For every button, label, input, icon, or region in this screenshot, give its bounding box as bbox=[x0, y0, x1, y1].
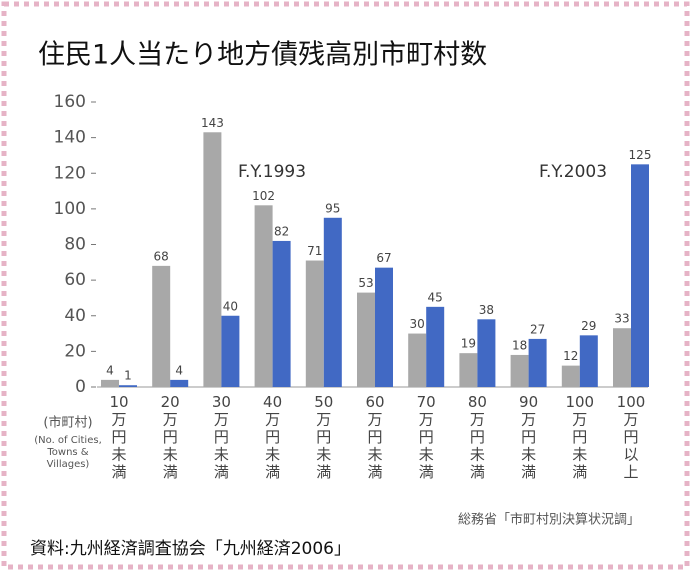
bar bbox=[528, 338, 547, 387]
y-axis-label: (市町村) bbox=[43, 415, 92, 431]
value-label: 29 bbox=[581, 319, 596, 333]
value-label: 68 bbox=[154, 249, 169, 263]
bar bbox=[272, 240, 291, 387]
bar bbox=[323, 217, 342, 387]
value-label: 67 bbox=[376, 251, 391, 265]
source: 総務省「市町村別決算状況調」 bbox=[458, 512, 640, 528]
legend-label: F.Y.1993 bbox=[238, 162, 306, 182]
x-tick-label: 80 万円未満 bbox=[468, 393, 487, 481]
value-label: 38 bbox=[479, 303, 494, 317]
x-tick-label: 90 万円未満 bbox=[519, 393, 538, 481]
y-axis-label-en: Towns & bbox=[46, 447, 88, 458]
x-tick-label: 50 万円未満 bbox=[314, 393, 333, 481]
legend-label: F.Y.2003 bbox=[539, 162, 607, 182]
x-tick-label: 40 万円未満 bbox=[263, 393, 282, 481]
y-tick-label: 120 bbox=[54, 163, 86, 183]
bar bbox=[357, 292, 375, 387]
value-label: 71 bbox=[307, 244, 322, 258]
value-label: 18 bbox=[512, 338, 527, 352]
value-label: 102 bbox=[252, 189, 275, 203]
bar bbox=[477, 319, 496, 387]
y-tick-label: 60 bbox=[64, 270, 86, 290]
bar bbox=[459, 353, 478, 387]
x-tick-label: 60 万円未満 bbox=[365, 393, 384, 481]
value-label: 95 bbox=[325, 201, 340, 215]
bar bbox=[254, 205, 273, 387]
footer: 資料:九州経済調査協会「九州経済2006」 bbox=[30, 539, 351, 559]
x-tick-label: 100 万円未満 bbox=[565, 393, 594, 481]
y-axis-label-en: Villages) bbox=[47, 459, 90, 470]
bar bbox=[152, 265, 171, 387]
value-label: 33 bbox=[614, 312, 629, 326]
chart-title: 住民1人当たり地方債残高別市町村数 bbox=[38, 40, 487, 71]
y-tick-label: 100 bbox=[54, 199, 86, 219]
x-tick-label: 20 万円未満 bbox=[161, 393, 180, 481]
bar bbox=[305, 260, 324, 387]
x-tick-label: 100 万円以上 bbox=[617, 393, 646, 481]
bar bbox=[170, 379, 189, 387]
value-label: 27 bbox=[530, 322, 545, 336]
bar bbox=[510, 354, 529, 387]
value-label: 45 bbox=[428, 290, 443, 304]
value-label: 4 bbox=[106, 363, 114, 377]
bar bbox=[101, 379, 119, 387]
y-tick-label: 80 bbox=[64, 235, 86, 255]
bar bbox=[631, 164, 649, 387]
x-tick-label: 70 万円未満 bbox=[417, 393, 436, 481]
bar bbox=[221, 315, 240, 387]
bar bbox=[579, 335, 598, 387]
y-tick-label: 20 bbox=[64, 341, 86, 361]
y-axis-label-en: (No. of Cities, bbox=[34, 435, 102, 446]
bar bbox=[119, 385, 137, 387]
value-label: 143 bbox=[201, 116, 224, 130]
value-label: 12 bbox=[563, 349, 578, 363]
bar bbox=[203, 132, 222, 387]
value-label: 19 bbox=[461, 337, 476, 351]
value-label: 82 bbox=[274, 224, 289, 238]
bar bbox=[613, 328, 631, 387]
value-label: 53 bbox=[358, 276, 373, 290]
x-tick-label: 30 万円未満 bbox=[212, 393, 231, 481]
bar bbox=[375, 267, 393, 387]
value-label: 1 bbox=[124, 369, 132, 383]
value-label: 30 bbox=[410, 317, 425, 331]
bar bbox=[561, 365, 580, 387]
y-tick-label: 140 bbox=[54, 128, 86, 148]
y-tick-label: 0 bbox=[75, 377, 86, 397]
value-label: 40 bbox=[223, 299, 238, 313]
value-label: 125 bbox=[629, 148, 652, 162]
bar bbox=[408, 333, 427, 387]
x-tick-label: 10 万円未満 bbox=[109, 393, 128, 481]
bar bbox=[426, 306, 445, 387]
y-tick-label: 160 bbox=[54, 92, 86, 112]
y-tick-label: 40 bbox=[64, 306, 86, 326]
value-label: 4 bbox=[175, 363, 183, 377]
